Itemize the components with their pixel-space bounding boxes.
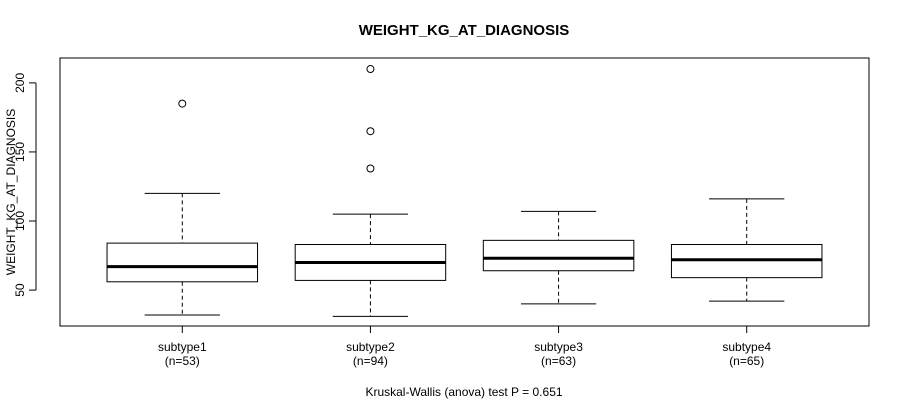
box-subtype4: [670, 198, 823, 302]
y-tick-label: 200: [13, 73, 27, 93]
x-category-label: subtype4: [722, 340, 771, 354]
outlier-point: [178, 99, 187, 108]
plot-frame: [59, 57, 870, 327]
y-axis: 50 100 150 200: [13, 73, 37, 297]
x-category-count: (n=65): [729, 354, 764, 368]
outlier-point: [366, 164, 375, 173]
y-tick-label: 50: [13, 283, 27, 297]
x-category-label: subtype2: [346, 340, 395, 354]
x-category-count: (n=63): [541, 354, 576, 368]
boxes-group: [106, 65, 823, 317]
box-subtype3: [482, 210, 635, 305]
x-axis-labels: subtype1(n=53)subtype2(n=94)subtype3(n=6…: [158, 326, 771, 368]
iqr-box: [106, 242, 259, 283]
box-subtype1: [106, 99, 259, 316]
box-subtype2: [294, 65, 447, 317]
iqr-box: [482, 239, 635, 272]
y-tick-label: 150: [13, 142, 27, 162]
x-category-count: (n=53): [165, 354, 200, 368]
y-tick-label: 100: [13, 211, 27, 231]
x-category-count: (n=94): [353, 354, 388, 368]
chart-title: WEIGHT_KG_AT_DIAGNOSIS: [359, 22, 570, 39]
outlier-point: [366, 127, 375, 136]
x-category-label: subtype1: [158, 340, 207, 354]
outlier-point: [366, 65, 375, 74]
y-axis-label: WEIGHT_KG_AT_DIAGNOSIS: [4, 109, 18, 275]
test-footnote: Kruskal-Wallis (anova) test P = 0.651: [365, 385, 562, 399]
x-category-label: subtype3: [534, 340, 583, 354]
